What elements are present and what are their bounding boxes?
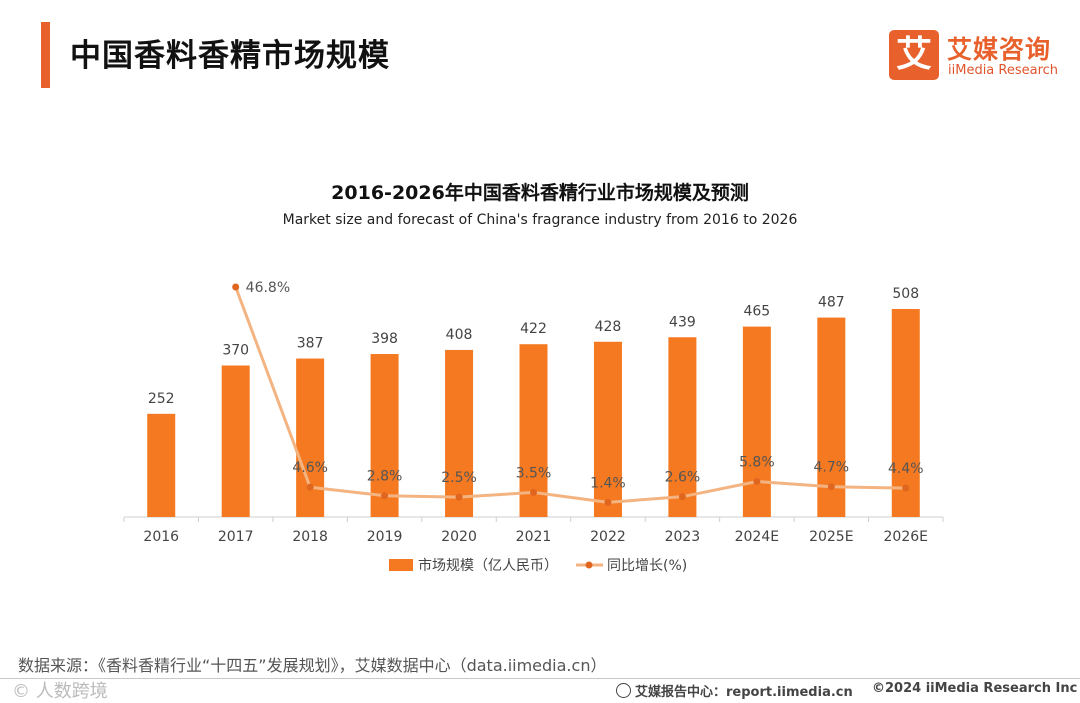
growth-label: 4.7% [814,460,850,476]
x-tick-label: 2025E [809,529,853,545]
growth-point-2020 [455,493,463,501]
brand-logo: 艾 艾媒咨询 iiMedia Research [889,30,1064,82]
growth-label: 1.4% [590,475,626,491]
growth-point-2026E [902,484,910,492]
bar-2018 [296,358,325,517]
bar-2022 [593,341,622,517]
growth-label: 46.8% [246,280,290,296]
growth-point-2021 [530,488,537,496]
bar-2020 [445,349,474,517]
x-tick-label: 2016 [143,529,179,545]
growth-point-2025E [827,483,835,491]
x-tick-label: 2021 [516,529,552,545]
page-title: 中国香料香精市场规模 [70,38,390,74]
growth-line [234,286,906,504]
bar-value-label: 408 [446,327,473,343]
globe-icon [616,683,631,698]
logo-en-text: iiMedia Research [948,63,1059,78]
legend-bar-label: 市场规模（亿人民币） [418,557,558,574]
growth-label: 2.5% [441,470,477,486]
bar-value-label: 487 [818,295,845,311]
bar-2017 [221,365,250,517]
growth-point-2023 [678,493,686,501]
chart-subtitle: Market size and forecast of China's frag… [282,212,798,228]
growth-point-2024E [753,477,761,485]
growth-label: 5.8% [739,454,775,470]
bar-2026E [891,309,920,517]
bar-value-label: 428 [595,319,622,335]
x-tick-label: 2018 [292,529,328,545]
bar-value-label: 387 [297,336,324,352]
bar-value-label: 439 [669,314,696,330]
bar-value-label: 508 [892,286,919,302]
growth-label: 2.8% [367,469,403,485]
logo-mark-icon: 艾 [889,30,939,80]
bar-2021 [519,344,548,517]
title-accent-bar [41,22,50,88]
legend-line-marker [585,561,593,569]
chart-title: 2016-2026年中国香料香精行业市场规模及预测 [331,182,749,204]
x-tick-label: 2019 [367,529,403,545]
bar-value-label: 465 [743,304,770,320]
data-source-note: 数据来源：《香料香精行业“十四五”发展规划》，艾媒数据中心（data.iimed… [18,656,607,675]
bar-2016 [147,413,176,517]
growth-label: 4.4% [888,461,924,477]
x-tick-label: 2017 [218,529,254,545]
copyright-text: ©2024 iiMedia Research Inc [872,681,1078,696]
bar-value-label: 422 [520,321,547,337]
legend-line-label: 同比增长(%) [607,558,687,574]
x-tick-label: 2024E [735,529,779,545]
x-tick-label: 2026E [884,529,928,545]
footer-divider [0,678,1080,679]
bar-2023 [668,337,697,517]
growth-point-2017 [232,283,240,291]
bar-2019 [370,354,399,517]
bar-value-label: 252 [148,391,175,407]
report-center-text: 艾媒报告中心：report.iimedia.cn [635,685,853,700]
growth-label: 3.5% [516,465,552,481]
growth-label: 2.6% [665,470,701,486]
growth-point-2022 [604,498,612,506]
bar-value-label: 398 [371,331,398,347]
bar-2024E [742,326,771,517]
report-center-link[interactable]: 艾媒报告中心：report.iimedia.cn [616,681,853,700]
growth-point-2018 [306,483,314,491]
legend-bar-swatch [389,559,413,571]
logo-cn-text: 艾媒咨询 [947,35,1052,64]
x-tick-label: 2023 [665,529,701,545]
x-tick-label: 2022 [590,529,626,545]
growth-label: 4.6% [292,460,328,476]
x-tick-label: 2020 [441,529,477,545]
watermark-text: © 人数跨境 [12,681,108,702]
growth-point-2019 [381,492,389,500]
bar-value-label: 370 [222,343,249,359]
